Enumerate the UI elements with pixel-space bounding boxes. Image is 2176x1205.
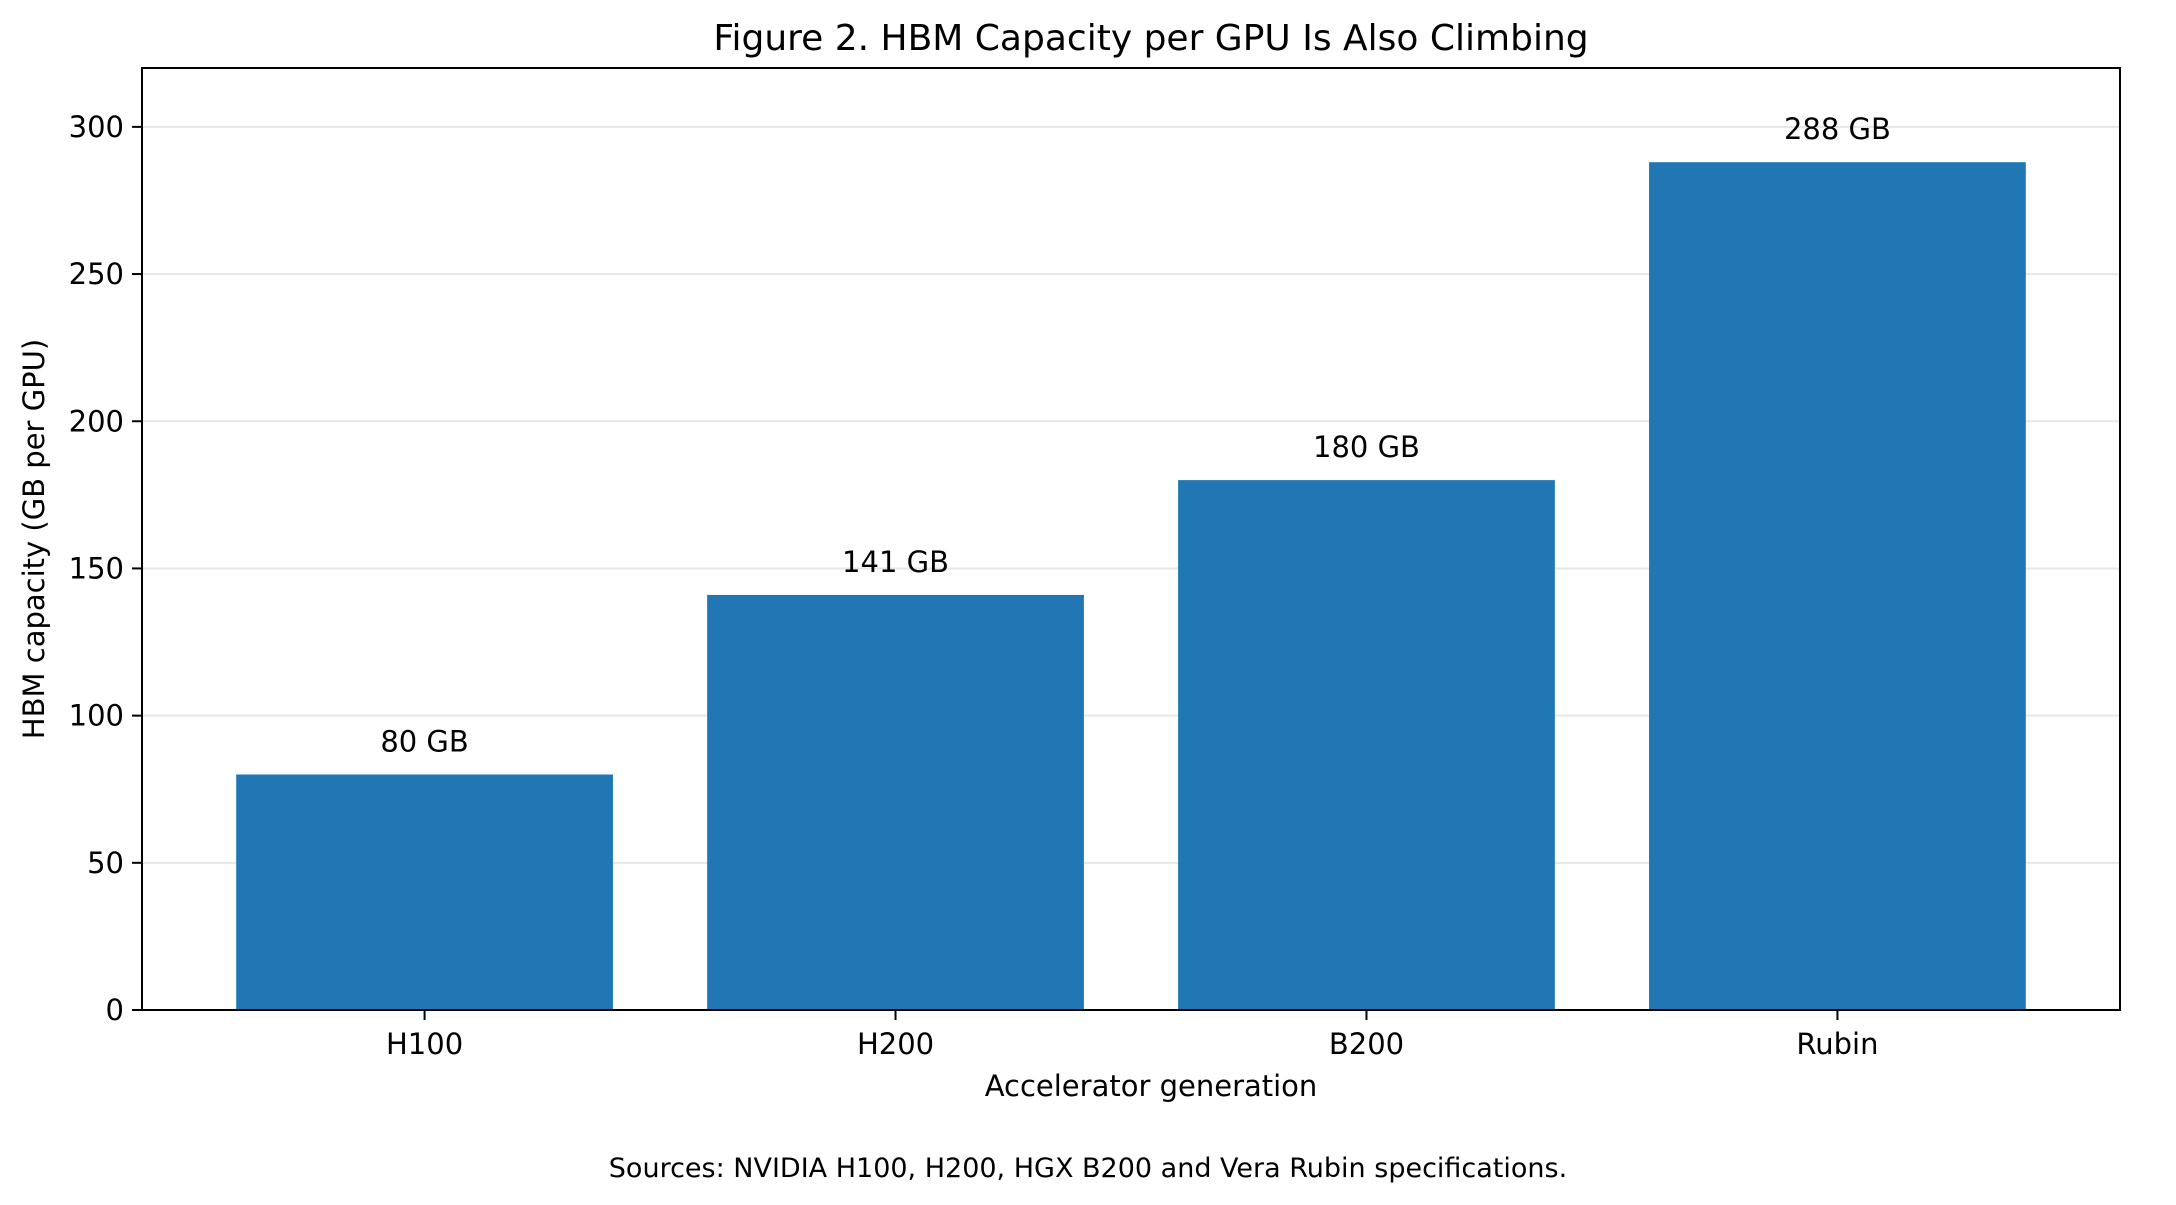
y-axis-ticks: 0 50 100 150 200 250 300 [69,110,142,1027]
data-label: 180 GB [1313,430,1420,464]
data-labels: 80 GB 141 GB 180 GB 288 GB [380,112,1891,758]
y-tick-label: 250 [69,257,124,291]
data-label: 288 GB [1784,112,1891,146]
y-tick-label: 150 [69,551,124,585]
y-axis-label: HBM capacity (GB per GPU) [17,339,51,739]
plot-frame [141,67,2121,1011]
bar-h100 [236,774,613,1010]
bar-h200 [707,594,1084,1010]
y-tick-label: 0 [106,993,124,1027]
y-tick-label: 100 [69,699,124,733]
data-label: 141 GB [842,545,949,579]
x-tick-label: H200 [857,1027,934,1061]
source-note: Sources: NVIDIA H100, H200, HGX B200 and… [608,1153,1568,1184]
x-axis-ticks: H100 H200 B200 Rubin [386,1010,1878,1061]
x-tick-label: H100 [386,1027,463,1061]
bar-rubin [1649,162,2026,1010]
bar-b200 [1178,480,1555,1010]
bars [236,162,2026,1010]
chart-title: Figure 2. HBM Capacity per GPU Is Also C… [713,18,1588,59]
y-tick-label: 200 [69,404,124,438]
x-axis-label: Accelerator generation [985,1069,1318,1103]
y-tick-label: 50 [87,846,124,880]
x-tick-label: Rubin [1796,1027,1878,1061]
data-label: 80 GB [380,725,469,759]
y-tick-label: 300 [69,110,124,144]
x-tick-label: B200 [1329,1027,1404,1061]
